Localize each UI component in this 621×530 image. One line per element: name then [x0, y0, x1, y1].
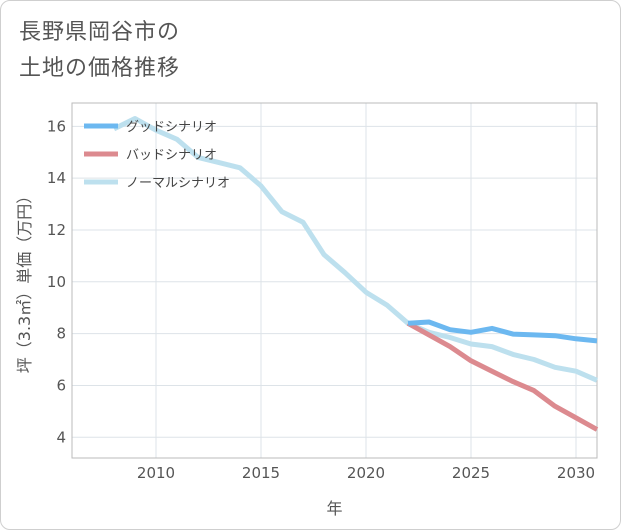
x-tick-label: 2020: [347, 464, 385, 482]
series-line-1: [406, 321, 599, 432]
x-tick-label: 2030: [557, 464, 595, 482]
y-tick-label: 6: [56, 376, 66, 394]
y-tick-label: 4: [56, 428, 66, 446]
y-tick-label: 10: [47, 273, 66, 291]
y-tick-label: 14: [47, 169, 66, 187]
y-axis-label: 坪（3.3㎡）単価（万円）: [15, 188, 34, 373]
x-tick-label: 2015: [242, 464, 280, 482]
series-line-0: [407, 319, 598, 344]
series-layer: [112, 116, 599, 432]
series-line-2: [112, 116, 598, 383]
chart-title: 長野県岡谷市の 土地の価格推移: [19, 15, 379, 87]
legend-label: ノーマルシナリオ: [126, 176, 230, 191]
legend-label: グッドシナリオ: [126, 120, 217, 135]
tick-labels: 4 6 8 10 12 14 16 2010 2015 2020 2025 2030: [47, 117, 595, 482]
x-tick-label: 2010: [137, 464, 175, 482]
x-axis-label: 年: [326, 499, 342, 518]
x-tick-label: 2025: [452, 464, 490, 482]
y-tick-label: 8: [56, 325, 66, 343]
legend-label: バッドシナリオ: [126, 148, 217, 163]
y-tick-label: 16: [47, 117, 66, 135]
plot-area-frame: [71, 102, 598, 459]
chart-title-line-2: 土地の価格推移: [19, 56, 181, 81]
grid-lines: [72, 103, 597, 458]
y-tick-label: 12: [47, 221, 66, 239]
chart-title-line-1: 長野県岡谷市の: [19, 20, 181, 45]
